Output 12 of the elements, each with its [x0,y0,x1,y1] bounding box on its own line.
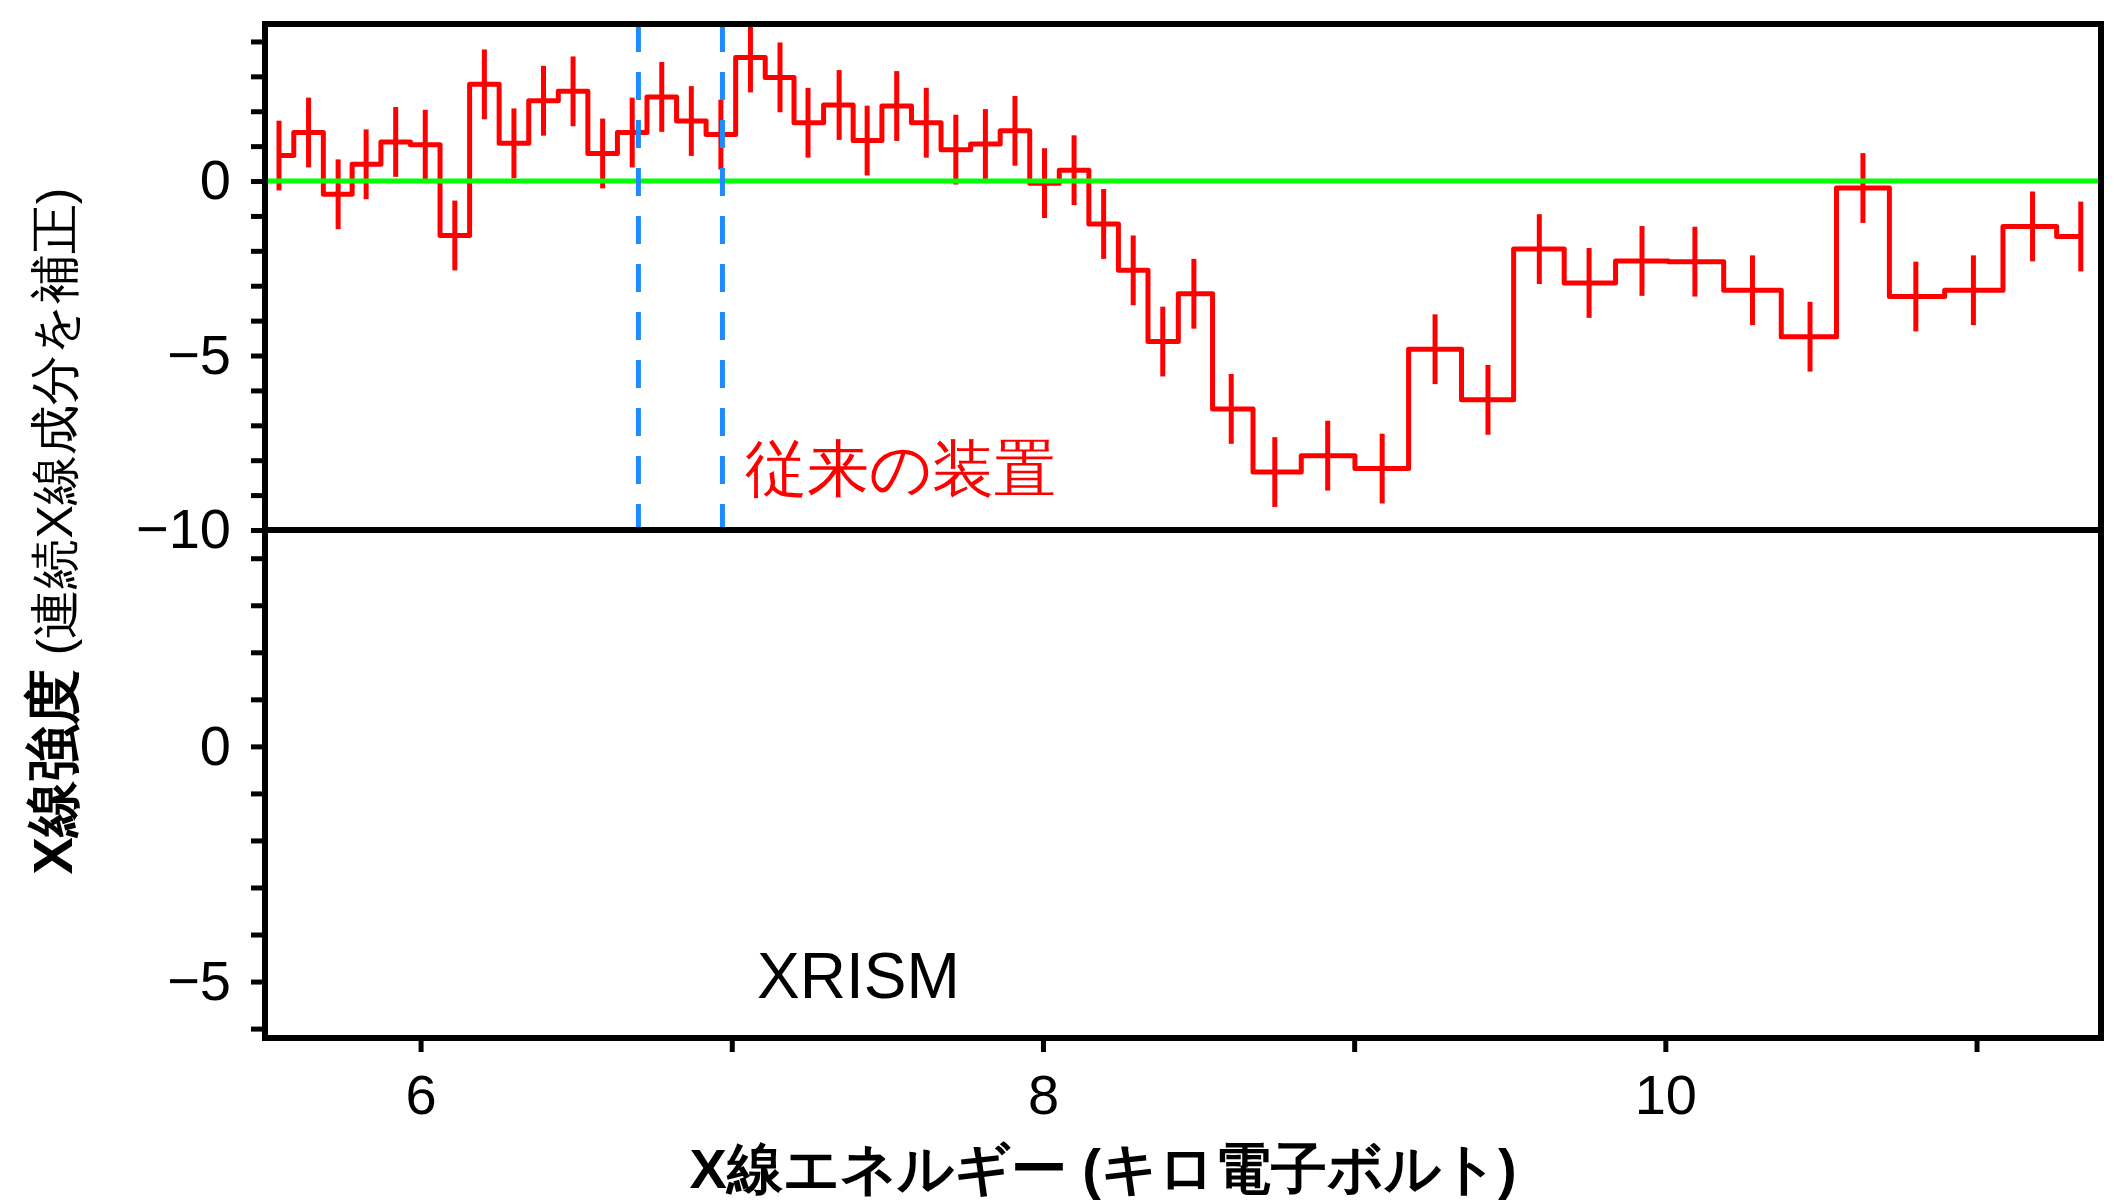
y-tick-label: −5 [167,322,231,386]
x-tick-label: 6 [405,1062,437,1126]
y-tick-label: −10 [136,497,231,561]
x-axis-title: X線エネルギー (キロ電子ボルト) [689,1137,1517,1200]
x-tick-label: 10 [1634,1062,1697,1126]
annotation: 従来の装置 [745,434,1056,503]
y-tick-label: 0 [199,148,231,212]
x-tick-label: 8 [1027,1062,1060,1126]
annotation: XRISM [757,940,960,1012]
y-tick-label: 0 [199,713,231,777]
y-axis-title: X線強度 (連続X線成分を補正) [21,187,84,875]
y-tick-label: −5 [167,948,231,1012]
